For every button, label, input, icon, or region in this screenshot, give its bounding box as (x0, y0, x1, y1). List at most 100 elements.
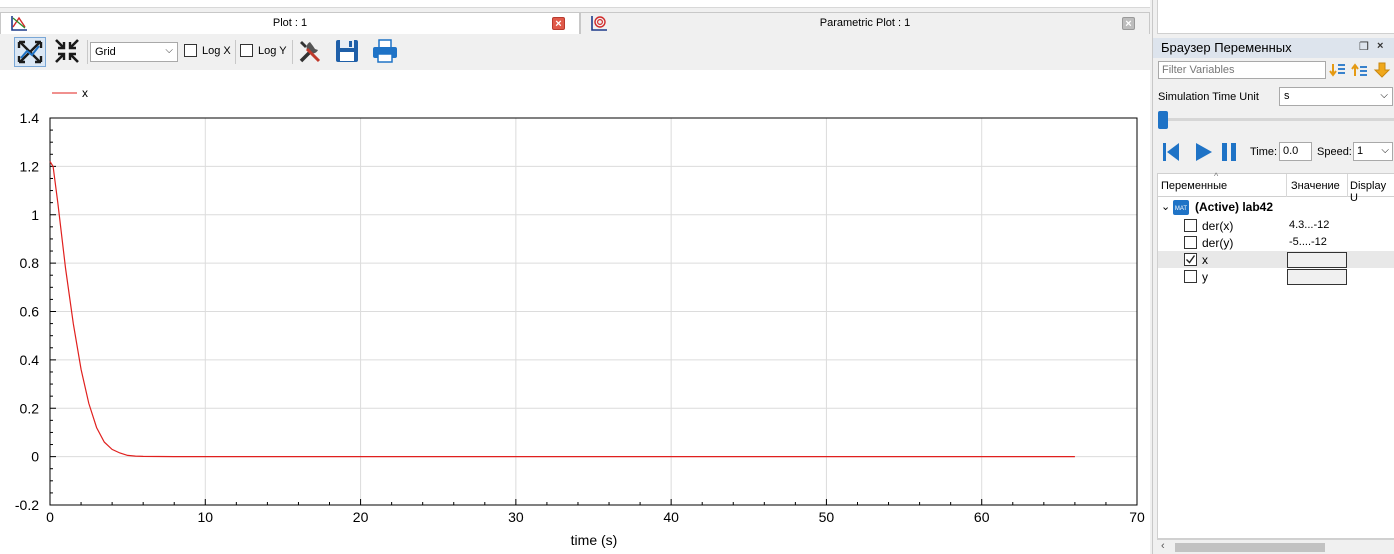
tree-model-row[interactable]: ⌄ MAT (Active) lab42 (1158, 199, 1394, 216)
checkmark-icon (1186, 255, 1196, 264)
variable-value: 4.3...-12 (1289, 219, 1330, 231)
tab-plot-1[interactable]: Plot : 1 × (0, 12, 580, 34)
x-tick-label: 10 (197, 509, 213, 525)
time-unit-value: s (1284, 90, 1290, 102)
time-slider-track[interactable] (1158, 118, 1394, 121)
horizontal-scrollbar[interactable]: ‹ (1157, 539, 1394, 554)
chevron-down-icon: ⌵ (1381, 145, 1389, 156)
filter-placeholder: Filter Variables (1162, 64, 1235, 76)
grid-select[interactable]: Grid ⌵ (90, 42, 178, 62)
series-line-x (49, 161, 1075, 458)
sort-down-icon[interactable] (1373, 61, 1391, 79)
plot-toolbar: Grid ⌵ Log X Log Y (0, 34, 1150, 70)
plot-tabbar: Plot : 1 × Parametric Plot : 1 × (0, 12, 1150, 34)
y-tick-label: -0.2 (15, 497, 39, 513)
expand-all-icon[interactable] (1329, 61, 1347, 79)
plot-icon (11, 16, 27, 31)
tab-label: Parametric Plot : 1 (819, 17, 911, 29)
y-tick-label: 1.2 (20, 158, 40, 174)
legend: x (52, 86, 88, 100)
variable-name: y (1202, 270, 1208, 284)
x-tick-label: 70 (1129, 509, 1145, 525)
variable-value-editor[interactable] (1287, 269, 1347, 285)
grid-select-value: Grid (95, 46, 116, 58)
right-top-pane (1157, 0, 1394, 34)
print-button[interactable] (370, 37, 402, 67)
tab-parametric-plot-1[interactable]: Parametric Plot : 1 × (580, 12, 1150, 34)
variable-name: der(x) (1202, 219, 1234, 233)
x-tick-label: 0 (46, 509, 54, 525)
pause-icon[interactable] (1217, 140, 1241, 164)
save-icon (336, 40, 358, 62)
save-button[interactable] (332, 37, 364, 67)
collapse-all-icon[interactable] (1351, 61, 1369, 79)
speed-label: Speed: (1317, 146, 1352, 158)
variable-value-editor[interactable] (1287, 252, 1347, 268)
setup-button[interactable] (295, 37, 327, 67)
tools-icon (299, 41, 321, 63)
variable-value: -5....-12 (1289, 236, 1327, 248)
y-tick-label: 0.6 (20, 304, 40, 320)
scrollbar-thumb[interactable] (1175, 543, 1325, 552)
filter-variables-input[interactable]: Filter Variables (1158, 61, 1326, 79)
plot-canvas: 0 10 20 30 40 50 60 70 1.4 1.2 1 0.8 0.6 0.4 0.2 0 -0.2 … (0, 70, 1150, 554)
tree-variable-row[interactable]: der(x) 4.3...-12 (1158, 217, 1394, 234)
plot-svg: 0 10 20 30 40 50 60 701.41.210.80.60.40.20-0.2 … (15, 86, 1145, 548)
log-x-checkbox[interactable]: Log X (184, 44, 231, 57)
x-tick-label: 30 (508, 509, 524, 525)
speed-select[interactable]: 1 ⌵ (1353, 142, 1393, 161)
log-y-label: Log Y (258, 44, 287, 57)
time-unit-select[interactable]: s ⌵ (1279, 87, 1393, 106)
legend-label: x (82, 86, 88, 100)
tree-variable-row[interactable]: x (1158, 251, 1394, 268)
fit-in-view-icon (55, 39, 79, 63)
time-label: Time: (1250, 146, 1278, 158)
column-value[interactable]: Значение (1291, 180, 1340, 192)
close-icon[interactable]: × (1377, 40, 1384, 52)
chevron-down-icon: ⌵ (1380, 90, 1388, 101)
variable-checkbox[interactable] (1184, 253, 1197, 266)
plot-axes (49, 117, 1138, 506)
checkbox-box[interactable] (184, 44, 197, 57)
tab-label: Plot : 1 (272, 17, 308, 29)
chevron-down-icon: ⌵ (165, 45, 173, 56)
column-display-unit[interactable]: Display U (1350, 180, 1387, 204)
time-input[interactable]: 0.0 (1279, 142, 1312, 161)
x-tick-label: 50 (819, 509, 835, 525)
play-icon[interactable] (1191, 140, 1215, 164)
y-tick-label: 0.2 (20, 400, 40, 416)
column-separator (1347, 174, 1348, 197)
variable-browser-titlebar: Браузер Переменных ❐ × (1153, 38, 1394, 58)
tree-variable-row[interactable]: der(y) -5....-12 (1158, 234, 1394, 251)
plot-grid (50, 118, 1137, 505)
zoom-button[interactable] (14, 37, 46, 67)
variable-checkbox[interactable] (1184, 219, 1197, 232)
variable-checkbox[interactable] (1184, 270, 1197, 283)
variable-browser-panel: Браузер Переменных ❐ × Filter Variables … (1152, 0, 1394, 554)
column-variables[interactable]: Переменные (1161, 180, 1228, 192)
parametric-plot-icon (591, 16, 607, 31)
chevron-down-icon[interactable]: ⌄ (1161, 201, 1171, 213)
fit-in-view-button[interactable] (52, 37, 84, 67)
y-tick-label: 0.8 (20, 255, 40, 271)
speed-value: 1 (1357, 145, 1364, 157)
log-y-checkbox[interactable]: Log Y (240, 44, 287, 57)
time-slider-handle[interactable] (1158, 111, 1168, 129)
checkbox-box[interactable] (240, 44, 253, 57)
column-separator (1286, 174, 1287, 197)
model-name: (Active) lab42 (1195, 200, 1274, 214)
rewind-icon[interactable] (1159, 140, 1183, 164)
tree-variable-row[interactable]: y (1158, 268, 1394, 285)
x-tick-label: 40 (663, 509, 679, 525)
model-icon: MAT (1173, 200, 1189, 215)
svg-text:MAT: MAT (1175, 206, 1188, 212)
y-tick-label: 1 (31, 207, 39, 223)
variables-tree: Переменные ^ Значение Display U ⌄ MAT (A… (1157, 171, 1394, 539)
close-icon[interactable]: × (552, 17, 565, 30)
variable-checkbox[interactable] (1184, 236, 1197, 249)
sort-indicator-icon: ^ (1214, 171, 1219, 181)
chevron-left-icon[interactable]: ‹ (1161, 540, 1165, 552)
undock-icon[interactable]: ❐ (1359, 41, 1369, 53)
close-icon[interactable]: × (1122, 17, 1135, 30)
